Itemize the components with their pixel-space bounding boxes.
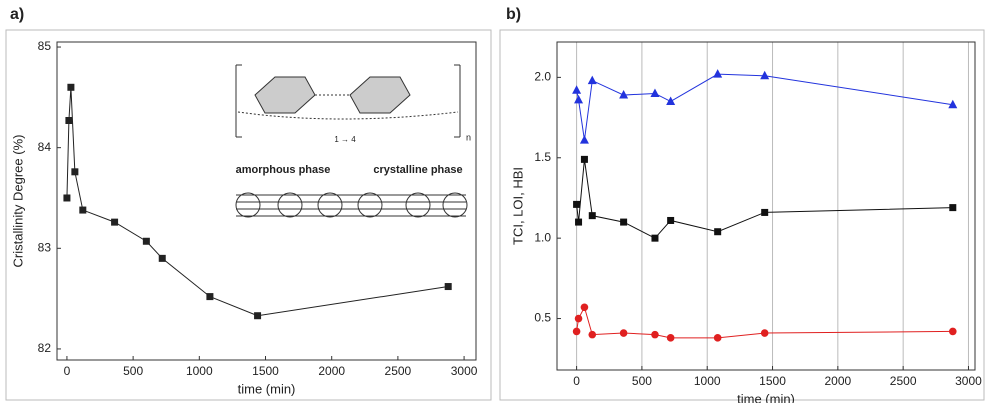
x-tick-label: 500 [632, 374, 652, 388]
marker [574, 94, 584, 104]
marker [948, 327, 957, 336]
x-tick-label: 3000 [955, 374, 982, 388]
marker [620, 218, 628, 226]
annotation: amorphous phase [236, 164, 331, 176]
marker [579, 135, 589, 144]
marker [949, 204, 957, 212]
x-tick-label: 2500 [890, 374, 917, 388]
marker [587, 75, 597, 85]
annotation: n [466, 132, 471, 142]
marker [667, 216, 675, 224]
marker [142, 237, 150, 245]
x-tick-label: 1000 [186, 364, 213, 378]
marker [572, 85, 582, 94]
x-tick-label: 3000 [451, 364, 478, 378]
y-tick-label: 0.5 [534, 311, 551, 325]
y-tick-label: 84 [38, 140, 52, 154]
panel-frame [499, 29, 985, 401]
marker [651, 234, 659, 242]
x-tick-label: 500 [123, 364, 143, 378]
marker [713, 69, 723, 78]
panel-label: a) [10, 6, 24, 23]
plot-frame [556, 41, 976, 371]
panel-label: b) [506, 6, 521, 23]
x-tick-label: 2500 [385, 364, 412, 378]
marker [650, 88, 660, 97]
y-tick-label: 83 [38, 240, 52, 254]
marker [71, 168, 79, 176]
panel-frame [5, 29, 492, 401]
marker [158, 254, 166, 262]
y-tick-label: 1.0 [534, 230, 551, 244]
inset-structure [235, 64, 468, 218]
marker [63, 194, 71, 202]
x-axis-title: time (min) [737, 391, 795, 403]
marker [619, 329, 628, 337]
marker [588, 330, 597, 339]
annotation: crystalline phase [373, 164, 462, 176]
marker [666, 334, 675, 342]
marker [714, 228, 722, 236]
marker [580, 155, 588, 163]
marker [651, 330, 659, 339]
annotation: 1 → 4 [334, 135, 356, 144]
x-tick-label: 0 [64, 364, 71, 378]
plot-frame [56, 41, 477, 361]
marker [254, 312, 262, 320]
y-tick-label: 82 [38, 341, 52, 355]
marker [713, 334, 722, 342]
y-tick-label: 1.5 [534, 150, 551, 164]
x-tick-label: 0 [573, 374, 580, 388]
marker [580, 303, 589, 312]
marker [760, 329, 769, 337]
x-tick-label: 1500 [759, 374, 786, 388]
y-tick-label: 85 [38, 39, 52, 53]
x-tick-label: 2000 [318, 364, 345, 378]
marker [575, 218, 583, 226]
series-line [576, 159, 953, 239]
marker [572, 327, 581, 336]
marker [948, 99, 958, 109]
marker [760, 70, 770, 80]
marker [666, 96, 676, 105]
marker [619, 90, 629, 99]
x-tick-label: 1000 [694, 374, 721, 388]
marker [79, 206, 87, 214]
marker [588, 212, 596, 220]
y-axis-title: Cristallinity Degree (%) [10, 135, 25, 268]
marker [573, 200, 581, 208]
marker [444, 283, 452, 291]
marker [574, 314, 583, 323]
series-line [576, 305, 953, 339]
x-axis-title: time (min) [238, 381, 296, 396]
marker [67, 83, 75, 91]
marker [111, 218, 119, 226]
marker [206, 293, 214, 301]
marker [65, 116, 73, 124]
marker [761, 208, 769, 216]
y-axis-title: TCI, LOI, HBI [510, 167, 525, 245]
x-tick-label: 1500 [252, 364, 279, 378]
y-tick-label: 2.0 [534, 70, 551, 84]
series-line [576, 73, 953, 141]
x-tick-label: 2000 [824, 374, 851, 388]
